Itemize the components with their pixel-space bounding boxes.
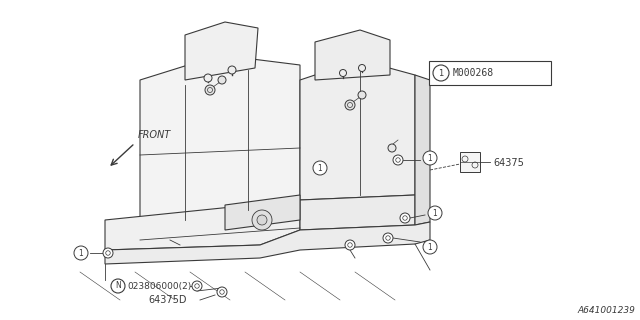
- Polygon shape: [315, 30, 390, 80]
- Circle shape: [393, 155, 403, 165]
- Circle shape: [111, 279, 125, 293]
- Text: FRONT: FRONT: [138, 130, 172, 140]
- Text: N: N: [115, 282, 121, 291]
- Text: A641001239: A641001239: [577, 306, 635, 315]
- Circle shape: [345, 240, 355, 250]
- Circle shape: [428, 206, 442, 220]
- Text: 1: 1: [428, 243, 433, 252]
- Circle shape: [218, 76, 226, 84]
- Polygon shape: [105, 222, 430, 264]
- Circle shape: [400, 213, 410, 223]
- Polygon shape: [300, 60, 415, 200]
- Circle shape: [103, 248, 113, 258]
- Polygon shape: [300, 195, 415, 230]
- Circle shape: [358, 91, 366, 99]
- Text: 1: 1: [433, 209, 437, 218]
- Circle shape: [339, 69, 346, 76]
- Circle shape: [358, 65, 365, 71]
- Circle shape: [204, 74, 212, 82]
- Circle shape: [252, 210, 272, 230]
- Circle shape: [74, 246, 88, 260]
- Circle shape: [383, 233, 393, 243]
- Circle shape: [433, 65, 449, 81]
- Circle shape: [423, 240, 437, 254]
- Text: 1: 1: [428, 154, 433, 163]
- Polygon shape: [225, 195, 300, 230]
- Polygon shape: [460, 152, 480, 172]
- Polygon shape: [185, 22, 258, 80]
- Polygon shape: [140, 55, 300, 220]
- Circle shape: [388, 144, 396, 152]
- FancyBboxPatch shape: [429, 61, 551, 85]
- Circle shape: [313, 161, 327, 175]
- Text: 1: 1: [317, 164, 323, 172]
- Circle shape: [345, 100, 355, 110]
- Text: M000268: M000268: [453, 68, 494, 78]
- Circle shape: [217, 287, 227, 297]
- Circle shape: [423, 151, 437, 165]
- Text: 023806000(2): 023806000(2): [127, 282, 191, 291]
- Circle shape: [192, 281, 202, 291]
- Circle shape: [205, 85, 215, 95]
- Text: 1: 1: [79, 249, 83, 258]
- Circle shape: [228, 66, 236, 74]
- Circle shape: [257, 215, 267, 225]
- Text: 64375D: 64375D: [148, 295, 186, 305]
- Polygon shape: [105, 200, 300, 250]
- Text: 64375: 64375: [493, 158, 524, 168]
- Polygon shape: [415, 75, 430, 225]
- Text: 1: 1: [438, 68, 444, 77]
